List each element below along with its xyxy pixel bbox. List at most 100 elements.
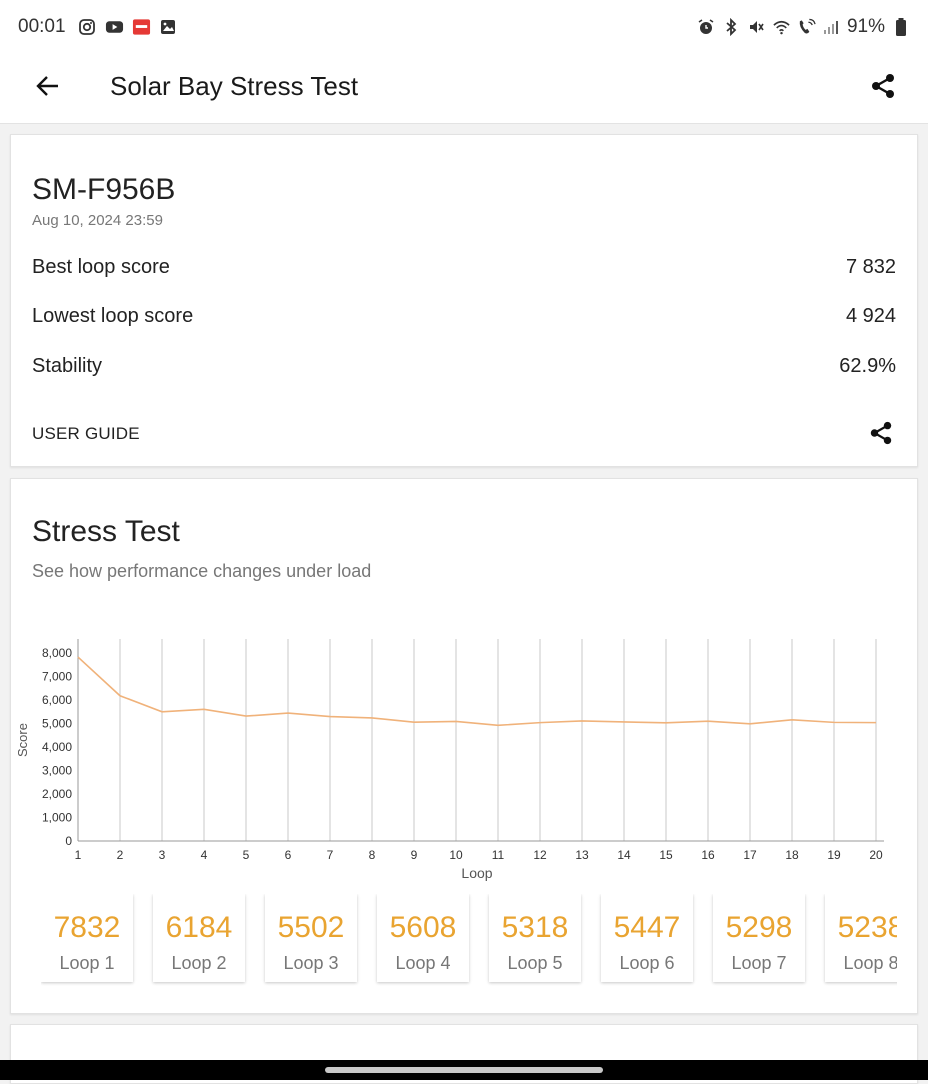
mute-icon xyxy=(747,18,766,37)
test-date: Aug 10, 2024 23:59 xyxy=(32,212,163,229)
loop-tile[interactable]: 7832 Loop 1 xyxy=(41,894,133,982)
signal-icon xyxy=(822,18,841,37)
x-tick-label: 15 xyxy=(659,848,673,862)
x-tick-label: 6 xyxy=(285,848,292,862)
y-tick-label: 2,000 xyxy=(42,787,72,801)
x-tick-label: 7 xyxy=(327,848,334,862)
y-tick-label: 4,000 xyxy=(42,740,72,754)
wifi-calling-icon xyxy=(797,18,816,37)
share-icon xyxy=(872,74,894,98)
x-tick-label: 17 xyxy=(743,848,757,862)
metric-lowest-loop: Lowest loop score 4 924 xyxy=(32,301,896,331)
metric-label: Lowest loop score xyxy=(32,304,194,327)
instagram-icon xyxy=(78,18,97,37)
metric-stability: Stability 62.9% xyxy=(32,351,896,381)
status-time: 00:01 xyxy=(18,16,66,37)
back-arrow-icon xyxy=(36,76,58,96)
x-tick-label: 1 xyxy=(75,848,82,862)
loop-tile[interactable]: 6184 Loop 2 xyxy=(153,894,245,982)
loop-label: Loop 6 xyxy=(619,953,675,973)
loop-label: Loop 7 xyxy=(731,953,787,973)
loop-tile[interactable]: 5298 Loop 7 xyxy=(713,894,805,982)
y-tick-label: 1,000 xyxy=(42,811,72,825)
share-results-button[interactable] xyxy=(865,417,897,449)
metric-label: Stability xyxy=(32,354,103,377)
series-line xyxy=(77,656,877,727)
x-tick-label: 3 xyxy=(159,848,166,862)
y-tick-label: 7,000 xyxy=(42,670,72,684)
loop-label: Loop 2 xyxy=(171,953,227,973)
x-tick-label: 18 xyxy=(785,848,799,862)
battery-percent: 91% xyxy=(846,16,885,37)
y-tick-label: 3,000 xyxy=(42,764,72,778)
loop-tile[interactable]: 5608 Loop 4 xyxy=(377,894,469,982)
x-tick-label: 19 xyxy=(827,848,841,862)
user-guide-link[interactable]: USER GUIDE xyxy=(32,424,140,443)
status-left: 00:01 xyxy=(18,16,178,38)
loop-label: Loop 1 xyxy=(59,953,115,973)
x-tick-label: 12 xyxy=(533,848,547,862)
x-tick-label: 16 xyxy=(701,848,715,862)
gallery-icon xyxy=(159,18,178,37)
page-title: Solar Bay Stress Test xyxy=(110,71,359,101)
loop-label: Loop 8 xyxy=(843,953,897,973)
loop-tile[interactable]: 5447 Loop 6 xyxy=(601,894,693,982)
section-title: Stress Test xyxy=(32,515,180,548)
device-name: SM-F956B xyxy=(32,173,176,206)
news-app-icon xyxy=(132,18,151,37)
loop-score: 5298 xyxy=(725,911,793,944)
y-tick-label: 8,000 xyxy=(42,646,72,660)
share-icon xyxy=(870,421,892,445)
x-tick-label: 20 xyxy=(869,848,883,862)
metric-best-loop: Best loop score 7 832 xyxy=(32,252,896,282)
metric-label: Best loop score xyxy=(32,255,170,278)
loop-score: 5447 xyxy=(613,911,681,944)
metric-value: 7 832 xyxy=(845,255,896,278)
summary-card: SM-F956B Aug 10, 2024 23:59 Best loop sc… xyxy=(10,134,918,467)
y-tick-label: 0 xyxy=(65,834,72,848)
home-handle[interactable] xyxy=(325,1067,603,1073)
share-button[interactable] xyxy=(864,67,902,105)
x-tick-label: 8 xyxy=(369,848,376,862)
metric-value: 4 924 xyxy=(845,304,896,327)
loop-tile[interactable]: 5318 Loop 5 xyxy=(489,894,581,982)
metric-value: 62.9% xyxy=(839,354,896,377)
x-tick-label: 5 xyxy=(243,848,250,862)
youtube-icon xyxy=(105,18,124,37)
x-tick-label: 9 xyxy=(411,848,418,862)
loop-score: 5502 xyxy=(277,911,345,944)
x-axis-label: Loop xyxy=(461,865,492,881)
loop-label: Loop 3 xyxy=(283,953,339,973)
x-tick-label: 2 xyxy=(117,848,124,862)
loop-score: 5608 xyxy=(389,911,457,944)
status-bar: 00:01 91% xyxy=(0,0,928,54)
x-tick-label: 11 xyxy=(492,848,505,862)
loop-scores-row[interactable]: 7832 Loop 1 6184 Loop 2 5502 Loop 3 5608… xyxy=(41,894,897,986)
loop-label: Loop 5 xyxy=(507,953,563,973)
loop-label: Loop 4 xyxy=(395,953,451,973)
loop-tile[interactable]: 5238 Loop 8 xyxy=(825,894,897,982)
loop-tile[interactable]: 5502 Loop 3 xyxy=(265,894,357,982)
wifi-icon xyxy=(772,18,791,37)
x-tick-label: 4 xyxy=(201,848,208,862)
section-subtitle: See how performance changes under load xyxy=(32,561,372,581)
loop-score: 7832 xyxy=(53,911,121,944)
system-nav-bar xyxy=(0,1060,928,1080)
y-tick-label: 5,000 xyxy=(42,717,72,731)
battery-icon xyxy=(891,18,910,37)
loop-score: 6184 xyxy=(165,911,233,944)
alarm-icon xyxy=(697,18,716,37)
app-bar: Solar Bay Stress Test xyxy=(0,54,928,124)
loop-score: 5238 xyxy=(837,911,897,944)
loop-score: 5318 xyxy=(501,911,569,944)
back-button[interactable] xyxy=(30,68,66,104)
status-right: 91% xyxy=(697,16,910,38)
x-tick-label: 10 xyxy=(449,848,463,862)
bluetooth-icon xyxy=(722,18,741,37)
stress-test-card: Stress Test See how performance changes … xyxy=(10,478,918,1014)
stress-line-chart: 0 1,000 2,000 3,000 4,000 5,000 6,000 7,000 8,00… xyxy=(15,639,884,881)
y-tick-label: 6,000 xyxy=(42,693,72,707)
x-tick-label: 13 xyxy=(575,848,589,862)
y-axis-label: Score xyxy=(15,723,30,757)
x-tick-label: 14 xyxy=(617,848,631,862)
